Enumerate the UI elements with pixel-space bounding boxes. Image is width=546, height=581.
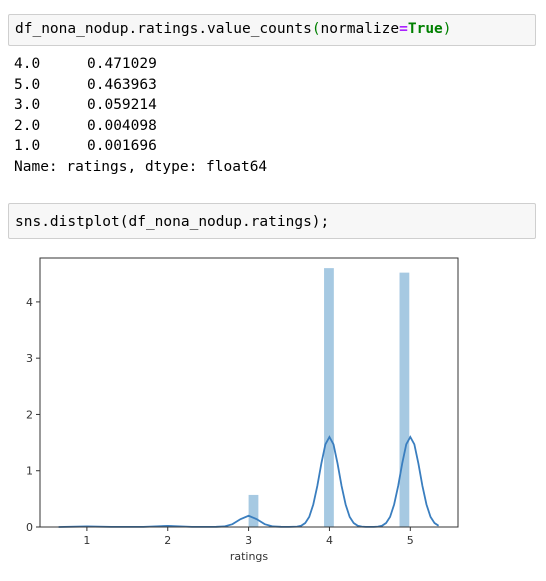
x-tick-label: 1 [83, 534, 90, 547]
code-cell[interactable]: df_nona_nodup.ratings.value_counts(norma… [8, 14, 536, 46]
row-index: 2.0 [14, 117, 41, 134]
code: ) [442, 21, 452, 37]
row-index: 1.0 [14, 138, 41, 154]
output-row: 2.0 0.004098 [14, 116, 267, 137]
row-index: 4.0 [14, 56, 41, 72]
code: sns.distplot(df_nona_nodup.ratings); [15, 214, 330, 230]
chart: 0 1 2 3 4 1 2 3 4 5 ratings [26, 257, 459, 563]
output-row: 5.0 0.463963 [14, 75, 267, 96]
code: df_nona_nodup.ratings.value_counts [15, 21, 312, 37]
kde-line [58, 435, 440, 528]
row-value: 0.463963 [87, 76, 157, 93]
row-value: 0.059214 [87, 97, 157, 113]
output-row: 3.0 0.059214 [14, 95, 267, 116]
bar [399, 272, 410, 527]
y-tick-label: 1 [26, 465, 33, 478]
x-tick-label: 2 [164, 534, 171, 547]
x-tick-label: 4 [326, 534, 333, 547]
cell-output: 4.0 0.471029 5.0 0.463963 3.0 0.059214 2.0 0.00… [14, 54, 267, 177]
code: = [399, 21, 408, 37]
plot-frame [39, 257, 459, 528]
row-value: 0.471029 [87, 56, 157, 72]
x-tick-label: 3 [245, 534, 252, 547]
output-footer: Name: ratings, dtype: float64 [14, 158, 268, 175]
x-axis-label: ratings [230, 550, 269, 563]
row-value: 0.001696 [87, 138, 157, 154]
y-tick-label: 4 [26, 296, 33, 309]
output-row: 4.0 0.471029 [14, 54, 267, 75]
y-tick-label: 2 [26, 408, 33, 421]
y-tick-label: 3 [26, 352, 33, 365]
code: True [407, 21, 443, 37]
y-tick-label: 0 [26, 521, 33, 534]
row-index: 3.0 [14, 97, 41, 113]
bar [248, 494, 259, 527]
code-cell[interactable]: sns.distplot(df_nona_nodup.ratings); [8, 203, 536, 239]
code: normalize [320, 21, 400, 37]
row-index: 5.0 [14, 76, 41, 93]
row-value: 0.004098 [87, 117, 157, 134]
bar [324, 268, 334, 527]
x-tick-label: 5 [407, 534, 414, 547]
code: ( [311, 21, 321, 37]
output-row: 1.0 0.001696 [14, 136, 267, 157]
